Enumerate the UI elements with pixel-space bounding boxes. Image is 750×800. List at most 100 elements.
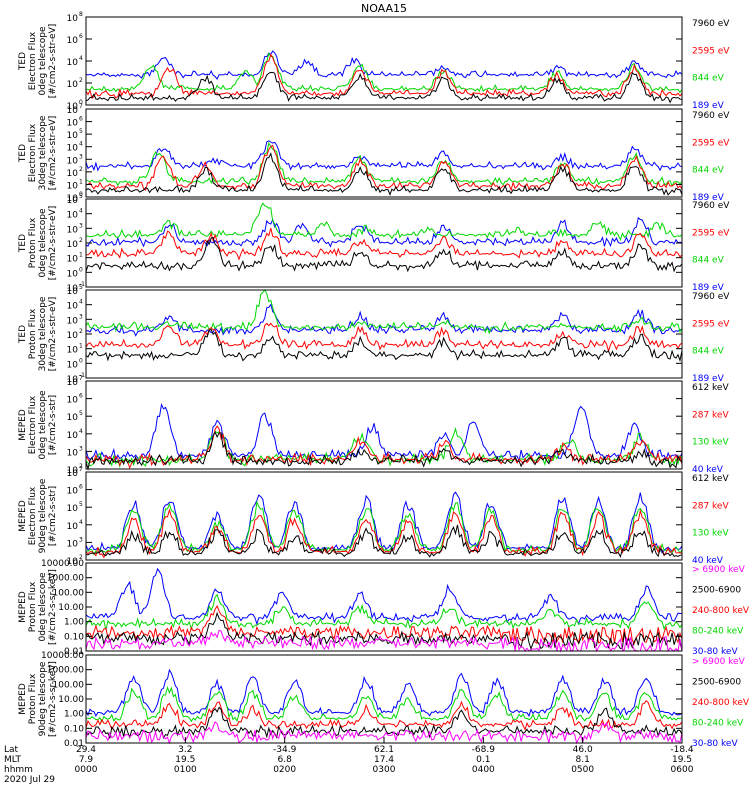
y-tick-label-exp: 3 xyxy=(79,222,83,229)
y-tick-label-exp: 0 xyxy=(79,99,83,106)
series-p2-2595-ev xyxy=(85,144,683,192)
x-tick-mlt: 7.9 xyxy=(79,755,94,765)
y-axis-label: TEDProton Flux30deg telescope[#/cm2-s-st… xyxy=(18,296,58,371)
y-axis-label: TEDElectron Flux0deg telescope[#/cm2-s-s… xyxy=(18,24,58,99)
y-tick-label-exp: 5 xyxy=(79,284,83,291)
y-tick-label-base: 10 xyxy=(67,539,79,549)
y-tick-label-exp: 3 xyxy=(79,313,83,320)
y-axis-label-line: 0deg telescope xyxy=(38,572,48,642)
y-tick-label: 10.00 xyxy=(58,603,84,613)
y-tick-label: 1.00 xyxy=(64,618,84,628)
y-axis-label-line: [#/cm2-s-str] xyxy=(48,395,58,455)
y-axis-label-line: Electron Flux xyxy=(28,486,38,545)
y-tick-label: 0.10 xyxy=(64,632,84,642)
y-tick-label-base: 10 xyxy=(67,396,79,406)
y-tick-label-exp: 4 xyxy=(79,519,83,526)
panel-frame xyxy=(85,108,683,198)
y-tick-label-base: 10 xyxy=(67,302,79,312)
legend-entry: 240-800 keV xyxy=(692,698,750,708)
y-tick-label-base: 10 xyxy=(67,346,79,356)
y-axis-label-line: TED xyxy=(18,144,28,163)
panel-p8: 10000.00 1000.00 100.00 10.00 1.00 0.10 0.01 ME… xyxy=(18,651,750,749)
y-tick-label-exp: 8 xyxy=(79,11,83,18)
y-tick-label-base: 10 xyxy=(67,316,79,326)
y-tick-label: 10000.00 xyxy=(41,559,84,569)
x-tick-mlt: 17.4 xyxy=(374,755,394,765)
x-tick-hhmm: 0400 xyxy=(472,765,495,775)
y-tick-label: 0.10 xyxy=(64,724,84,734)
legend-entry: 612 keV xyxy=(692,383,729,393)
y-tick-label: 100.00 xyxy=(53,588,85,598)
y-axis-label-line: [#/cm2-s-str-eV] xyxy=(48,206,58,281)
legend-entry: 612 keV xyxy=(692,474,729,484)
y-tick-label-exp: 6 xyxy=(79,33,83,40)
y-axis-label: MEPEDProton Flux0deg telescope[#/cm2-s-s… xyxy=(18,569,58,645)
y-tick-label-exp: 2 xyxy=(79,463,83,470)
x-tick-hhmm: 0300 xyxy=(373,765,396,775)
y-axis-label: MEPEDElectron Flux0deg telescope[#/cm2-s… xyxy=(18,390,58,460)
y-tick-label-base: 10 xyxy=(67,80,79,90)
y-tick-label-base: 10 xyxy=(67,375,79,385)
y-axis-label-line: [#/cm2-s-str-eV] xyxy=(48,116,58,191)
y-axis-label-line: TED xyxy=(18,52,28,71)
plot-title: NOAA15 xyxy=(361,2,407,15)
panel-frame xyxy=(85,16,683,106)
x-axis-labels: 29.47.900003.219.50100-34.96.8020062.117… xyxy=(4,737,694,785)
y-axis-label: MEPEDElectron Flux90deg telescope[#/cm2-… xyxy=(18,478,58,553)
legend-entry: 7960 eV xyxy=(692,19,730,29)
y-tick-label-exp: 6 xyxy=(79,393,83,400)
x-tick-hhmm: 0200 xyxy=(273,765,296,775)
y-tick-label-exp: 1 xyxy=(79,252,83,259)
y-tick-label-exp: 5 xyxy=(79,410,83,417)
y-tick-label-exp: 0 xyxy=(79,191,83,198)
series-p4-2595-ev xyxy=(85,322,683,353)
y-tick-label-base: 10 xyxy=(67,557,79,567)
y-tick-label-base: 10 xyxy=(67,14,79,24)
series-p4-7960-ev xyxy=(85,329,683,363)
series-p5-40-kev xyxy=(85,403,683,463)
series-p3-844-ev xyxy=(85,202,683,242)
y-tick-label-base: 10 xyxy=(67,378,79,388)
y-tick-label-base: 10 xyxy=(67,360,79,370)
y-axis-label-line: [#/cm2-s-str-eV] xyxy=(48,24,58,99)
series-p3-7960-ev xyxy=(85,236,683,273)
x-tick-mlt: 8.1 xyxy=(576,755,590,765)
y-tick-label-base: 10 xyxy=(67,255,79,265)
y-tick-label: 1000.00 xyxy=(47,666,84,676)
y-axis-label-line: 0deg telescope xyxy=(38,390,48,460)
y-axis-label: TEDProton Flux0deg telescope[#/cm2-s-str… xyxy=(18,206,58,281)
y-tick-label-exp: 3 xyxy=(79,536,83,543)
y-axis-label-line: Proton Flux xyxy=(28,673,38,724)
legend-entry: 2595 eV xyxy=(692,46,730,56)
y-axis-label-line: Proton Flux xyxy=(28,217,38,268)
y-tick-label-base: 10 xyxy=(67,413,79,423)
y-tick-label-exp: -1 xyxy=(79,281,85,288)
y-axis-label-line: 0deg telescope xyxy=(38,26,48,96)
panel-frame xyxy=(85,380,683,470)
y-tick-label-base: 10 xyxy=(67,466,79,476)
x-tick-mlt: 0.1 xyxy=(476,755,490,765)
y-tick-label-exp: 4 xyxy=(79,141,83,148)
y-tick-label-base: 10 xyxy=(67,36,79,46)
panel-frame xyxy=(85,471,683,561)
x-tick-hhmm: 0500 xyxy=(571,765,594,775)
y-tick-label: 1000.00 xyxy=(47,574,84,584)
y-tick-label-base: 10 xyxy=(67,196,79,206)
y-axis-label-line: Proton Flux xyxy=(28,581,38,632)
y-tick-label-exp: 1 xyxy=(79,343,83,350)
y-tick-label-base: 10 xyxy=(67,431,79,441)
y-axis-label-line: Proton Flux xyxy=(28,308,38,359)
y-axis-label-line: 0deg telescope xyxy=(38,208,48,278)
series-p1-844-ev xyxy=(85,52,683,94)
y-axis-label-line: TED xyxy=(18,234,28,253)
series-p4-844-ev xyxy=(85,289,683,335)
x-tick-lat: 29.4 xyxy=(76,745,96,755)
legend-entry: 2595 eV xyxy=(692,138,730,148)
y-axis-label-line: Electron Flux xyxy=(28,123,38,182)
